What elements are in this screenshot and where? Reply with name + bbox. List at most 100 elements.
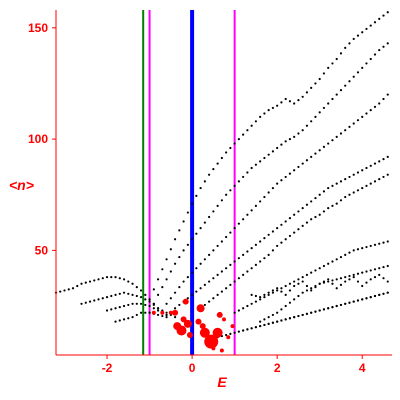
data-point [80,302,83,305]
data-point [263,323,266,327]
data-point [97,278,100,281]
data-point [335,304,338,308]
data-point [301,275,304,279]
data-point [284,293,287,297]
y-ticks-layer: 50 100 150 [28,21,56,257]
data-point [229,189,232,192]
data-point [259,240,262,243]
data-point [246,304,249,308]
data-point [378,17,381,21]
data-point [344,129,347,132]
data-point [331,306,334,309]
data-point [314,310,317,313]
data-point [250,209,253,212]
data-point [305,203,309,206]
data-point [178,286,181,289]
data-point [331,97,334,101]
data-point [327,280,330,283]
data-point [208,215,211,219]
data-point [216,244,219,248]
data-point [233,280,236,283]
data-point [276,182,279,185]
data-point [144,293,147,297]
data-point [352,300,355,303]
data-point [314,115,317,118]
data-point [361,271,364,274]
data-point [369,296,372,299]
data-point [297,210,300,213]
data-point [305,289,309,292]
data-point [310,200,313,203]
data-point [335,135,338,138]
data-point [67,288,70,291]
data-point [339,89,343,92]
data-point [191,271,194,274]
curve-5 [148,11,389,301]
data-point [339,283,343,286]
data-point [144,303,147,307]
data-point [182,220,185,223]
data-point [267,253,270,256]
data-point [267,293,270,297]
highlight-point [222,317,226,322]
data-point [122,304,126,308]
data-point [382,175,385,179]
data-point [288,317,292,320]
data-point [110,275,113,279]
data-point [378,178,381,181]
data-point [339,52,343,55]
data-point [356,171,360,174]
vertical-lines-layer [142,10,236,355]
data-point [118,292,121,295]
data-point [356,272,360,275]
data-point [335,202,338,205]
highlight-point [211,346,216,351]
data-point [182,249,185,252]
data-point [212,297,215,300]
data-point [293,298,296,301]
data-point [276,311,279,314]
data-point [199,186,202,190]
highlight-point [219,348,224,353]
data-point [114,293,117,297]
data-point [148,304,151,308]
data-point [284,304,287,308]
data-point [361,284,364,288]
data-point [276,320,279,323]
data-point [156,313,160,317]
data-point [301,291,304,294]
data-point [220,199,223,202]
data-point [318,77,321,81]
data-point [118,277,121,280]
data-point [301,313,304,317]
data-point [305,273,309,276]
data-point [199,227,202,230]
curves-layer [54,11,389,341]
highlight-point [212,327,223,338]
data-point [250,267,253,270]
data-point [233,260,236,263]
data-point [361,186,364,190]
highlight-point [204,334,219,349]
data-point [331,282,334,285]
data-point [216,204,219,207]
data-point [344,253,347,256]
data-point [105,275,109,279]
data-point [297,278,300,281]
data-point [314,82,317,85]
data-point [322,308,326,311]
data-point [280,223,283,226]
data-point [288,217,292,220]
data-point [339,132,343,135]
data-point [216,273,219,276]
data-point [267,109,270,112]
data-point [318,193,321,196]
data-point [186,243,189,246]
curve-8 [173,155,389,310]
data-point [84,301,87,304]
data-point [259,160,262,163]
data-point [225,151,228,154]
data-point [263,112,266,115]
data-point [250,327,253,330]
data-point [322,72,326,75]
